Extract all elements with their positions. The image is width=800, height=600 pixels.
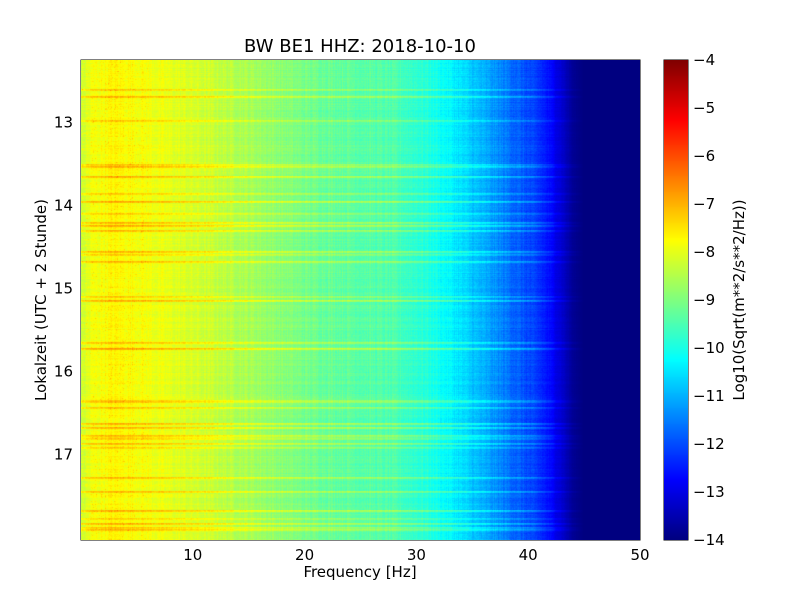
y-tick-label: 16 bbox=[54, 362, 73, 380]
colorbar-ticks: −4 −5 −6 −7 −8 −9 −10 −11 −12 −13 −14 bbox=[683, 51, 725, 549]
colorbar-tick-label: −7 bbox=[693, 195, 715, 213]
y-tick-label: 17 bbox=[54, 445, 73, 463]
colorbar-tick-label: −11 bbox=[693, 387, 725, 405]
colorbar-tick-label: −5 bbox=[693, 99, 715, 117]
chart-title: BW BE1 HHZ: 2018-10-10 bbox=[244, 36, 476, 57]
x-tick-label: 10 bbox=[183, 546, 202, 564]
colorbar-label: Log10(Sqrt(m**2/s**2/Hz)) bbox=[730, 199, 748, 400]
y-axis-label: Lokalzeit (UTC + 2 Stunde) bbox=[32, 199, 50, 401]
x-tick-label: 50 bbox=[630, 546, 649, 564]
colorbar-tick-label: −14 bbox=[693, 531, 725, 549]
x-tick-label: 20 bbox=[295, 546, 314, 564]
spectrogram-heatmap bbox=[81, 60, 640, 540]
y-tick-label: 15 bbox=[54, 279, 73, 297]
colorbar-tick-label: −10 bbox=[693, 339, 725, 357]
colorbar-tick-label: −4 bbox=[693, 51, 715, 69]
colorbar-tick-label: −8 bbox=[693, 243, 715, 261]
colorbar bbox=[664, 60, 688, 540]
x-tick-label: 30 bbox=[407, 546, 426, 564]
colorbar-tick-label: −9 bbox=[693, 291, 715, 309]
colorbar-tick-label: −12 bbox=[693, 435, 725, 453]
y-tick-label: 14 bbox=[54, 196, 73, 214]
x-axis-label: Frequency [Hz] bbox=[303, 563, 416, 581]
colorbar-tick-label: −13 bbox=[693, 483, 725, 501]
y-axis-ticks: 13 14 15 16 17 bbox=[54, 113, 640, 463]
x-tick-label: 40 bbox=[519, 546, 538, 564]
y-tick-label: 13 bbox=[54, 113, 73, 131]
colorbar-tick-label: −6 bbox=[693, 147, 715, 165]
